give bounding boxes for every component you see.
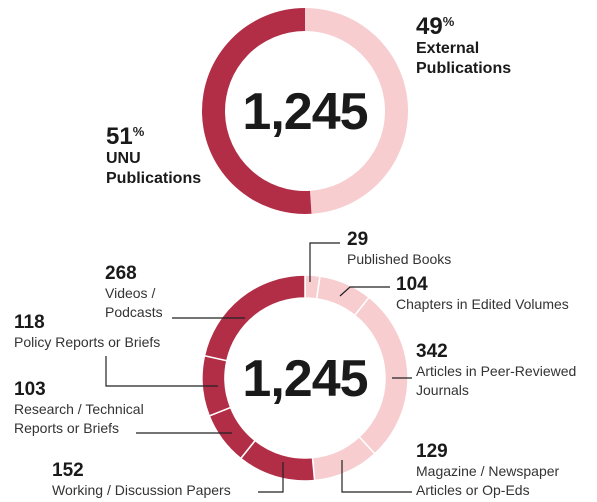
leader-line (341, 460, 412, 493)
donut-slice (311, 435, 376, 482)
category-label: Policy Reports or Briefs (14, 334, 161, 350)
leader-line (105, 356, 218, 387)
slice-label: 129 Magazine / Newspaper Articles or Op-E… (416, 442, 559, 500)
value-label: 342 (416, 341, 448, 362)
leader-line (339, 286, 390, 297)
value-label: 104 (396, 274, 428, 295)
value-label: 118 (14, 312, 45, 333)
category-label: Videos / Podcasts (105, 285, 163, 320)
slice-label: 51% UNU Publications (106, 122, 201, 189)
slice-label: 29 Published Books (347, 230, 451, 269)
slice-label: 118 Policy Reports or Briefs (14, 313, 160, 352)
category-label: Chapters in Edited Volumes (396, 296, 569, 312)
category-label: External Publications (416, 40, 512, 77)
donut-slice (202, 8, 312, 214)
category-label: Working / Discussion Papers (52, 482, 231, 498)
donut-slice (239, 439, 316, 482)
value-label: 152 (52, 460, 84, 481)
value-label: 268 (105, 263, 137, 284)
slice-label: 49% External Publications (416, 12, 511, 79)
slice-label: 104 Chapters in Edited Volumes (396, 275, 569, 314)
slice-label: 342 Articles in Peer-Reviewed Journals (416, 342, 576, 400)
category-label: Published Books (347, 251, 452, 267)
slice-label: 152 Working / Discussion Papers (52, 461, 231, 500)
slice-label: 103 Research / Technical Reports or Brief… (14, 380, 144, 438)
value-label: 103 (14, 379, 46, 400)
unit-label: % (132, 124, 145, 139)
category-label: Magazine / Newspaper Articles or Op-Eds (416, 463, 560, 498)
donut-slice (203, 274, 306, 362)
leader-line (258, 462, 284, 493)
center-label: 1,245 (242, 83, 367, 141)
value-label: 49 (416, 13, 443, 40)
value-label: 129 (416, 441, 448, 462)
leader-line (309, 242, 340, 282)
center-label: 1,245 (242, 350, 367, 408)
category-label: Articles in Peer-Reviewed Journals (416, 363, 577, 398)
slice-label: 268 Videos / Podcasts (105, 264, 163, 322)
value-label: 29 (347, 229, 369, 250)
donut-slice (305, 8, 409, 214)
category-label: UNU Publications (106, 150, 202, 187)
value-label: 51 (106, 123, 133, 150)
unit-label: % (442, 14, 455, 29)
category-label: Research / Technical Reports or Briefs (14, 401, 144, 436)
